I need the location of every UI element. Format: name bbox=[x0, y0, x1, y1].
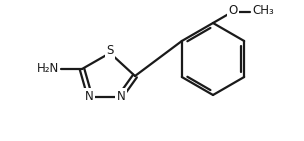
Text: N: N bbox=[85, 90, 93, 103]
Text: CH₃: CH₃ bbox=[252, 5, 274, 17]
Text: N: N bbox=[117, 90, 125, 103]
Text: S: S bbox=[106, 45, 114, 58]
Text: O: O bbox=[228, 5, 238, 17]
Text: H₂N: H₂N bbox=[37, 61, 59, 74]
